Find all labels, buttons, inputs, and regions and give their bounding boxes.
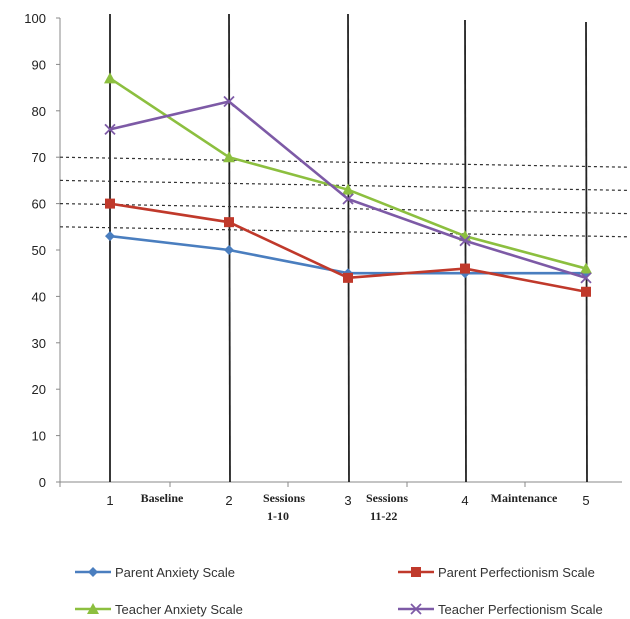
data-point-triangle <box>580 262 592 274</box>
phase-change-lines <box>109 13 588 483</box>
data-point-x-stroke <box>459 235 471 247</box>
data-point-triangle <box>342 183 354 195</box>
y-tick-label: 50 <box>32 243 46 258</box>
phase-change-line <box>347 13 350 483</box>
data-point-triangle <box>223 151 235 163</box>
y-tick-label: 40 <box>32 289 46 304</box>
legend-label: Parent Perfectionism Scale <box>438 565 595 580</box>
data-point-diamond <box>88 567 98 577</box>
phase-label-line: 11-22 <box>370 509 397 523</box>
reference-line <box>59 226 629 238</box>
legend-item: Teacher Anxiety Scale <box>75 602 243 617</box>
legend-item: Parent Anxiety Scale <box>75 565 235 580</box>
data-point-square <box>460 263 470 274</box>
data-point-triangle <box>104 72 116 84</box>
y-tick-label: 20 <box>32 382 46 397</box>
reference-line <box>59 203 629 215</box>
x-tick-label: 1 <box>106 493 113 508</box>
legend-item: Parent Perfectionism Scale <box>398 565 595 580</box>
data-point-triangle <box>87 603 99 614</box>
series-layer <box>104 72 592 297</box>
phase-label: Baseline <box>141 491 184 505</box>
legend-label: Parent Anxiety Scale <box>115 565 235 580</box>
data-point-diamond <box>105 231 115 242</box>
data-point-square <box>581 286 591 297</box>
data-point-x-stroke <box>410 603 422 615</box>
y-tick-label: 80 <box>32 104 46 119</box>
y-tick-label: 0 <box>39 475 46 490</box>
reference-line <box>59 156 629 168</box>
x-tick-label: 4 <box>461 493 468 508</box>
phase-label-line: Sessions <box>263 491 305 505</box>
data-point-square <box>105 198 115 209</box>
data-point-x-stroke <box>104 123 116 135</box>
phase-label-line: Baseline <box>141 491 184 505</box>
y-tick-label: 90 <box>32 57 46 72</box>
y-tick-label: 70 <box>32 150 46 165</box>
y-tick-label: 10 <box>32 429 46 444</box>
y-tick-label: 30 <box>32 336 46 351</box>
data-point-x-stroke <box>223 95 235 108</box>
y-tick-label: 60 <box>32 197 46 212</box>
x-tick-label: 5 <box>582 493 589 508</box>
legend: Parent Anxiety Scale Parent Perfectionism… <box>75 565 603 617</box>
y-tick-label: 100 <box>24 11 46 26</box>
data-point-square <box>343 272 353 283</box>
phase-label-line: Sessions <box>366 491 408 505</box>
y-axis: 0 10 20 30 40 50 60 70 80 90 100 <box>24 11 61 490</box>
phase-label: Maintenance <box>491 491 558 505</box>
x-tick-label: 3 <box>344 493 351 508</box>
phase-labels: Baseline Sessions 1-10 Sessions 11-22 Mainten… <box>141 491 558 523</box>
legend-label: Teacher Anxiety Scale <box>115 602 243 617</box>
data-point-square <box>411 567 421 577</box>
phase-label: Sessions 1-10 <box>263 491 305 523</box>
legend-item: Teacher Perfectionism Scale <box>398 602 603 617</box>
legend-label: Teacher Perfectionism Scale <box>438 602 603 617</box>
series-parent-perfectionism-scale <box>105 198 591 297</box>
data-point-x-stroke <box>342 193 354 205</box>
data-point-x-stroke <box>580 272 592 284</box>
phase-label: Sessions 11-22 <box>366 491 408 523</box>
phase-change-line <box>464 19 467 483</box>
data-point-square <box>224 217 234 228</box>
phase-label-line: Maintenance <box>491 491 558 505</box>
reference-lines <box>59 156 629 238</box>
phase-label-line: 1-10 <box>267 509 289 523</box>
series-teacher-perfectionism-scale <box>104 95 592 284</box>
x-axis: 1 2 3 4 5 <box>59 481 622 508</box>
data-point-diamond <box>224 245 234 255</box>
phase-change-line <box>585 21 588 483</box>
x-tick-label: 2 <box>225 493 232 508</box>
reference-line <box>59 179 629 191</box>
